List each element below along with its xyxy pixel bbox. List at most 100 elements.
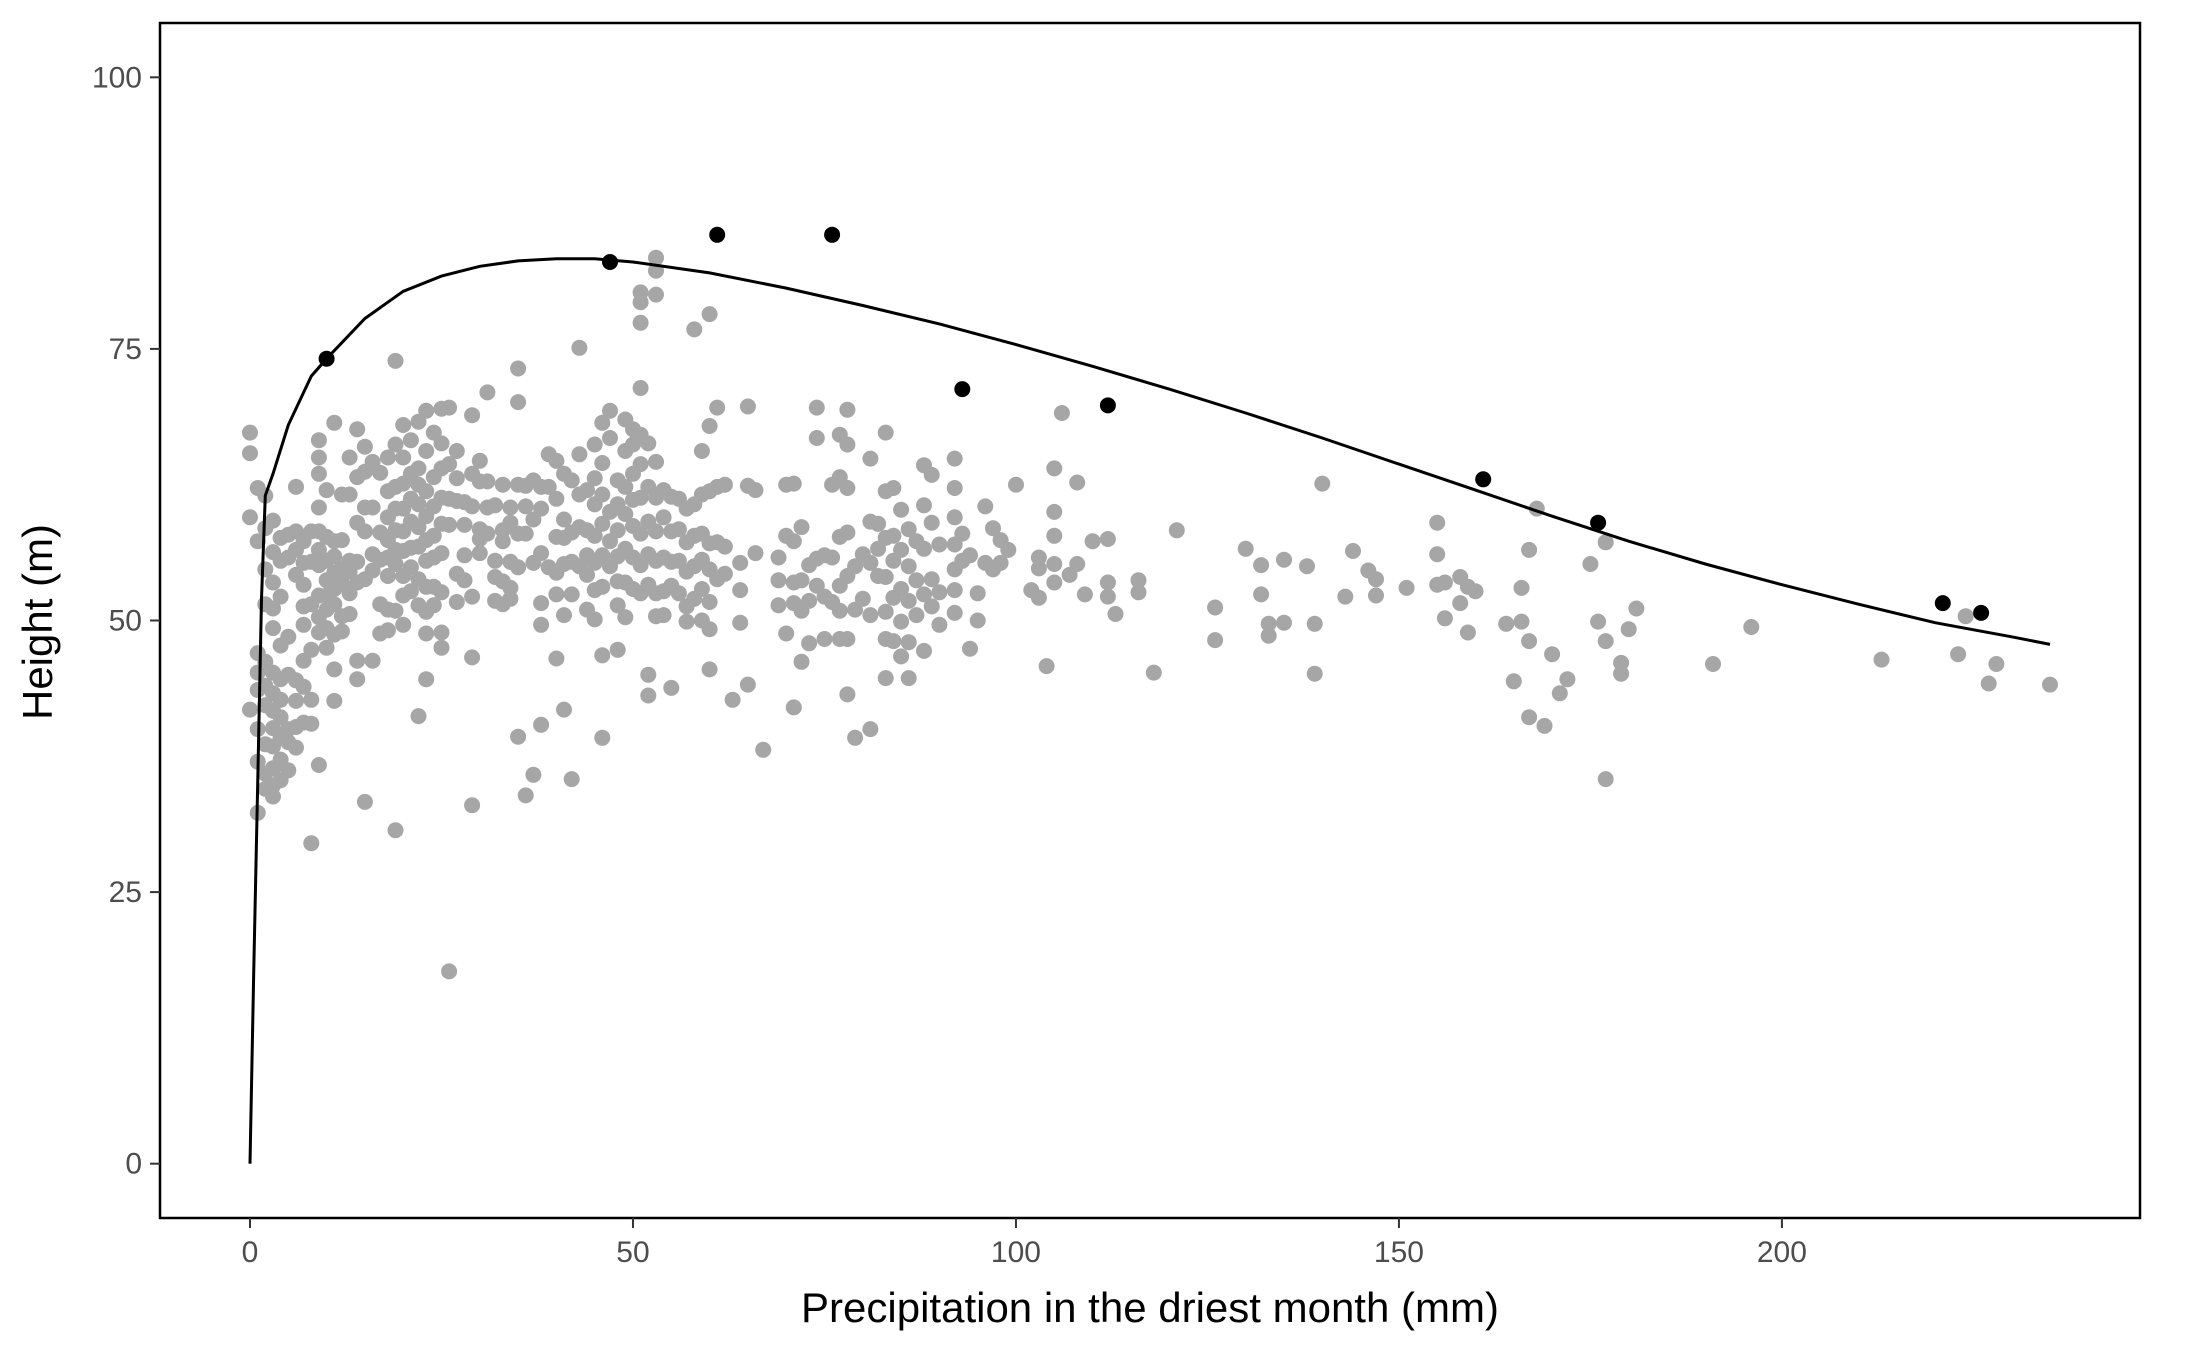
observation-point: [1628, 600, 1645, 617]
observation-point: [242, 424, 258, 441]
observation-point: [1069, 556, 1086, 572]
observation-point: [533, 595, 550, 612]
observation-point: [356, 438, 373, 455]
observation-point: [517, 498, 534, 515]
observation-point: [265, 574, 281, 591]
observation-point: [494, 476, 511, 493]
observation-point: [1260, 615, 1277, 632]
y-tick-label: 100: [92, 61, 142, 94]
observation-point: [533, 616, 550, 633]
observation-point: [602, 430, 618, 446]
observation-point: [854, 590, 871, 607]
y-tick-label: 0: [125, 1148, 142, 1181]
observation-point: [265, 788, 281, 805]
observation-point: [433, 639, 450, 656]
observation-point: [510, 394, 527, 411]
observation-point: [425, 527, 442, 544]
observation-point: [479, 384, 496, 401]
observation-point: [441, 963, 458, 980]
observation-point: [487, 497, 504, 514]
observation-point: [310, 432, 327, 449]
observation-point: [770, 597, 787, 614]
observation-point: [563, 586, 580, 603]
x-tick-label: 50: [616, 1236, 649, 1269]
observation-point: [1613, 665, 1630, 682]
observation-point: [1207, 599, 1224, 616]
observation-point: [1145, 664, 1162, 681]
maximum-point: [954, 381, 971, 398]
observation-point: [265, 600, 281, 617]
observation-point: [387, 822, 404, 839]
observation-point: [579, 482, 595, 499]
observation-point: [1436, 574, 1453, 591]
observation-point: [387, 602, 404, 619]
observation-point: [655, 509, 672, 526]
observation-point: [946, 582, 963, 599]
observation-point: [862, 554, 879, 571]
maximum-point: [1973, 604, 1990, 621]
observation-point: [594, 455, 611, 471]
observation-point: [1260, 627, 1277, 644]
observation-point: [1513, 613, 1530, 630]
observation-point: [533, 545, 550, 562]
observation-point: [441, 456, 458, 473]
maximum-point: [824, 226, 841, 243]
y-tick-label: 75: [109, 333, 142, 366]
observation-point: [349, 652, 366, 669]
observation-point: [885, 480, 902, 496]
observation-point: [962, 640, 978, 657]
observation-point: [533, 716, 550, 733]
observation-point: [249, 533, 266, 550]
observation-point: [586, 611, 603, 628]
observation-point: [1521, 541, 1538, 558]
observation-point: [1046, 574, 1063, 591]
observation-point: [716, 476, 733, 493]
observation-point: [479, 525, 496, 542]
observation-point: [1099, 574, 1116, 591]
observation-point: [831, 602, 848, 619]
observation-point: [1957, 608, 1974, 625]
observation-point: [448, 443, 465, 459]
observation-point: [280, 628, 297, 645]
maximum-point: [1590, 514, 1607, 531]
observation-point: [364, 652, 381, 669]
observation-point: [755, 741, 772, 758]
observation-point: [1536, 717, 1553, 734]
observation-point: [448, 470, 465, 487]
observation-point: [326, 548, 343, 565]
observation-point: [387, 352, 404, 369]
observation-point: [701, 621, 718, 638]
observation-point: [693, 581, 710, 597]
observation-point: [280, 762, 297, 779]
observation-point: [862, 721, 879, 738]
observation-point: [471, 545, 488, 562]
observation-point: [1253, 557, 1270, 574]
observation-point: [793, 653, 810, 670]
observation-point: [533, 500, 550, 517]
observation-point: [356, 523, 373, 540]
observation-point: [563, 472, 580, 489]
observation-point: [349, 553, 366, 570]
observation-point: [916, 642, 932, 659]
observation-point: [349, 421, 366, 438]
observation-point: [732, 554, 749, 571]
observation-point: [877, 569, 894, 585]
observation-point: [471, 452, 488, 469]
observation-point: [333, 532, 350, 549]
observation-point: [464, 407, 481, 424]
x-axis: 0 50 100 150 200: [242, 1218, 1807, 1269]
observation-point: [885, 633, 902, 650]
observation-point: [1337, 588, 1354, 605]
y-tick-label: 25: [109, 876, 142, 909]
observation-point: [571, 339, 588, 356]
observation-point: [341, 449, 358, 466]
observation-point: [242, 701, 258, 718]
observation-point: [1237, 540, 1254, 557]
observation-point: [433, 545, 450, 562]
observation-point: [1030, 589, 1047, 606]
observation-point: [701, 418, 718, 434]
observation-point: [1314, 475, 1331, 492]
observation-point: [877, 603, 894, 620]
observation-point: [1099, 531, 1116, 547]
